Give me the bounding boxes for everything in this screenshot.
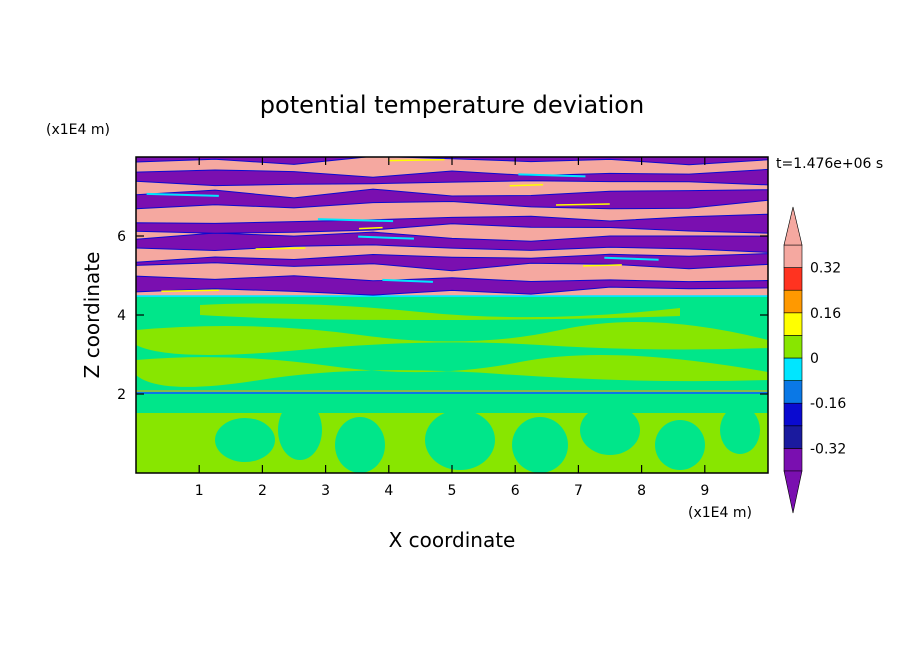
layer-edge — [582, 264, 622, 267]
x-tick-label: 4 — [384, 483, 393, 499]
y-tick-label: 6 — [117, 229, 126, 245]
x-tick-label: 8 — [637, 483, 646, 499]
layer-edge — [317, 218, 394, 223]
upper-layer — [136, 188, 768, 210]
layer-edge — [358, 235, 414, 240]
x-tick-label: 3 — [321, 483, 330, 499]
colorbar-box — [783, 402, 803, 427]
x-tick-label: 5 — [448, 483, 457, 499]
y-tick-label: 2 — [117, 387, 126, 403]
y-tick-label: 4 — [117, 308, 126, 324]
layer-edge — [255, 247, 306, 250]
chart-title: potential temperature deviation — [260, 91, 644, 119]
colorbar-label: 0 — [810, 351, 819, 367]
colorbar-label: 0.16 — [810, 306, 841, 322]
layer-edge — [382, 278, 433, 283]
x-tick-label: 1 — [195, 483, 204, 499]
x-tick-label: 2 — [258, 483, 267, 499]
layer-edge — [556, 203, 610, 206]
x-tick-label: 6 — [511, 483, 520, 499]
upper-layer — [136, 231, 768, 253]
layer-edge — [509, 183, 544, 187]
layer-edge — [388, 158, 445, 162]
x-tick-label: 7 — [574, 483, 583, 499]
colorbar-box — [783, 312, 803, 336]
colorbar-label: -0.16 — [810, 396, 846, 412]
layer-edge — [604, 256, 659, 261]
colorbar-box — [783, 425, 803, 449]
colorbar-label: -0.32 — [810, 441, 846, 457]
colorbar-box — [783, 380, 803, 404]
upper-layer — [136, 213, 768, 234]
colorbar-box — [783, 448, 803, 472]
colorbar-extend-min — [783, 470, 803, 514]
x-axis-label: X coordinate — [389, 528, 516, 552]
colorbar-box — [783, 289, 803, 314]
layer-edge — [146, 192, 219, 197]
x-ticks: 1 2 3 4 5 6 7 8 9 — [195, 157, 709, 499]
y-ticks: 2 4 6 — [117, 229, 768, 403]
y-unit-label: (x1E4 m) — [46, 122, 110, 138]
colorbar-labels: 0.32 0.16 0 -0.16 -0.32 — [810, 261, 846, 458]
colorbar-box — [783, 267, 803, 291]
layer-edge — [161, 289, 219, 293]
layer-edge — [518, 173, 586, 178]
upper-layers — [136, 147, 768, 296]
layer-edge — [358, 226, 383, 230]
colorbar-label: 0.32 — [810, 261, 841, 277]
time-label: t=1.476e+06 s — [776, 156, 883, 172]
mid-streaks — [136, 303, 768, 387]
plot-area — [136, 147, 768, 473]
layer-edge — [591, 147, 671, 149]
colorbar-box — [783, 335, 803, 359]
y-axis-label: Z coordinate — [80, 252, 104, 379]
colorbar-box — [783, 244, 803, 268]
upper-layer — [136, 275, 768, 296]
upper-layer — [136, 157, 768, 166]
upper-layer — [136, 168, 768, 187]
colorbar — [783, 206, 803, 514]
x-unit-label: (x1E4 m) — [688, 505, 752, 521]
x-tick-label: 9 — [700, 483, 709, 499]
colorbar-extend-max — [783, 206, 803, 246]
colorbar-box — [783, 357, 803, 381]
lower-blobs — [136, 395, 768, 473]
